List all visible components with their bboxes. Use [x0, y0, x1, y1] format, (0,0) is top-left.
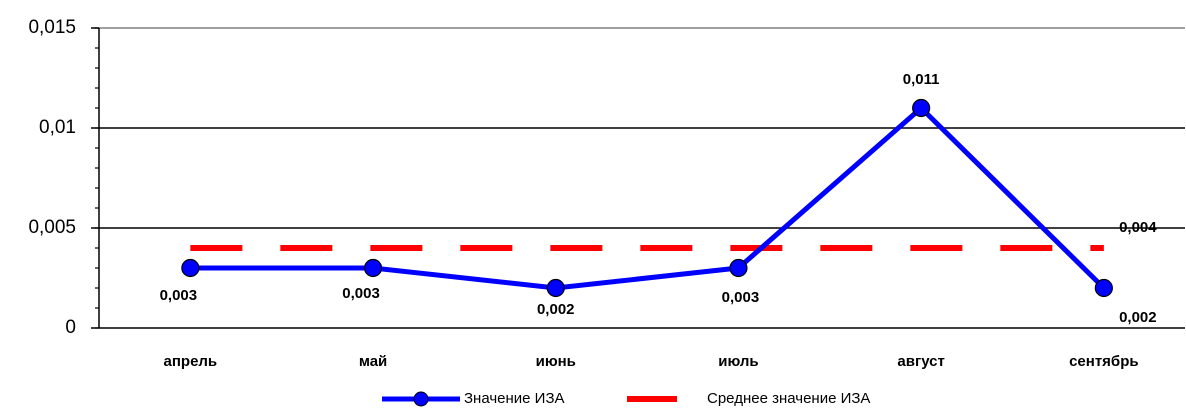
y-tick-label: 0,005: [28, 217, 76, 238]
value-label: 0,002: [1119, 309, 1157, 326]
point: [363, 258, 383, 278]
value-label: 0,011: [903, 71, 940, 88]
y-tick-label: 0: [65, 317, 76, 338]
value-label: 0,003: [160, 287, 198, 304]
x-tick-label: август: [897, 353, 944, 370]
point: [912, 98, 931, 118]
value-line: [190, 104, 1106, 291]
legend-label: Значение ИЗА: [464, 390, 565, 407]
x-tick-label: май: [359, 353, 387, 370]
value-label: 0,003: [722, 289, 760, 306]
value-label: 0,002: [537, 301, 575, 318]
x-tick-label: сентябрь: [1069, 353, 1139, 370]
point: [546, 278, 565, 298]
point: [1094, 278, 1113, 298]
y-tick-label: 0,01: [39, 117, 76, 138]
legend-label: Среднее значение ИЗА: [707, 390, 870, 407]
y-tick-label: 0,015: [28, 17, 76, 38]
value-label: 0,004: [1119, 219, 1157, 236]
value-label: 0,003: [342, 285, 380, 302]
x-tick-label: апрель: [164, 353, 218, 370]
point: [181, 258, 200, 278]
x-tick-label: июль: [718, 353, 758, 370]
point: [729, 258, 748, 278]
x-tick-label: июнь: [536, 353, 576, 370]
legend-marker: [413, 391, 429, 407]
